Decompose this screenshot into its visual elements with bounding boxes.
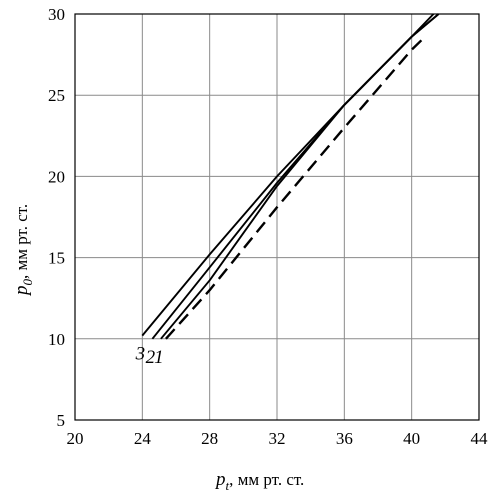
x-tick-label: 32 xyxy=(269,429,286,448)
y-axis-unit: , мм рт. ст. xyxy=(12,204,31,279)
x-tick-label: 40 xyxy=(403,429,420,448)
x-axis-subscript: t xyxy=(226,478,230,491)
y-axis-symbol: p xyxy=(11,286,32,298)
y-tick-labels: 5 10 15 20 25 30 xyxy=(48,5,65,430)
x-axis-label: pt, мм рт. ст. xyxy=(214,469,304,491)
curve-label-3: 3 xyxy=(135,344,146,365)
x-tick-label: 44 xyxy=(471,429,489,448)
y-tick-label: 5 xyxy=(57,411,66,430)
y-tick-label: 30 xyxy=(48,5,65,24)
series-group xyxy=(141,13,440,340)
x-axis-symbol: p xyxy=(214,469,226,490)
y-tick-label: 15 xyxy=(48,249,65,268)
y-tick-label: 20 xyxy=(48,167,65,186)
y-axis-label: p0, мм рт. ст. xyxy=(11,204,35,297)
grid xyxy=(75,14,479,420)
x-tick-labels: 20 24 28 32 36 40 44 xyxy=(67,429,489,448)
x-axis-unit: , мм рт. ст. xyxy=(229,470,304,489)
series-line-3 xyxy=(141,13,435,337)
x-tick-label: 36 xyxy=(336,429,353,448)
plot-frame xyxy=(74,13,480,421)
curve-label-1: 1 xyxy=(154,347,164,368)
y-tick-label: 10 xyxy=(48,330,65,349)
x-tick-label: 28 xyxy=(201,429,218,448)
x-tick-label: 24 xyxy=(134,429,152,448)
curve-labels: 3 21 xyxy=(135,344,164,368)
series-line-dashed xyxy=(165,35,426,340)
y-axis-subscript: 0 xyxy=(20,279,35,286)
y-tick-label: 25 xyxy=(48,86,65,105)
curve-label-2: 2 xyxy=(146,347,156,368)
x-tick-label: 20 xyxy=(67,429,84,448)
series-line-1 xyxy=(160,13,440,340)
